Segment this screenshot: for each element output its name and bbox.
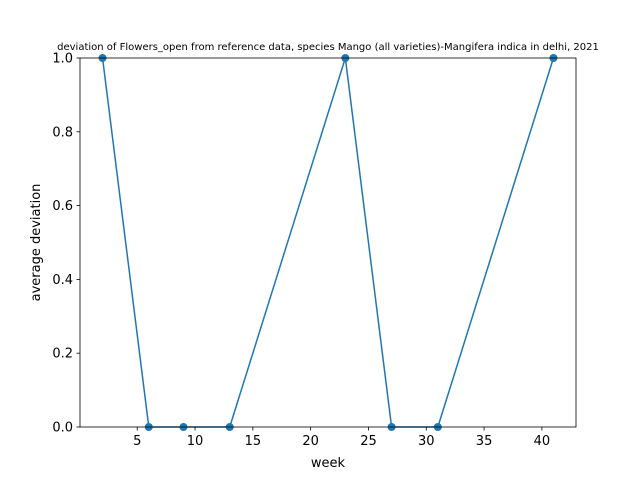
x-tick-label: 10 <box>187 434 204 449</box>
y-tick-label: 0.8 <box>52 125 73 140</box>
x-tick-label: 25 <box>360 434 377 449</box>
y-tick-label: 0.6 <box>52 199 73 214</box>
y-tick-label: 0.2 <box>52 347 73 362</box>
x-tick-label: 20 <box>302 434 319 449</box>
plot-area <box>80 58 576 427</box>
y-tick-label: 1.0 <box>52 52 73 67</box>
axes: 5 10 15 20 25 30 35 40 0.0 0.2 0.4 0.6 0.8 1.0 <box>52 52 577 449</box>
x-tick-label: 5 <box>133 434 141 449</box>
chart-title: deviation of Flowers_open from reference… <box>57 42 599 53</box>
x-axis-label: week <box>311 456 346 471</box>
y-tick-label: 0.0 <box>52 421 73 436</box>
y-tick-label: 0.4 <box>52 273 73 288</box>
x-tick-label: 30 <box>418 434 435 449</box>
x-tick-label: 35 <box>476 434 493 449</box>
plot-background <box>80 58 576 427</box>
x-tick-label: 15 <box>245 434 262 449</box>
axes-frame <box>79 57 577 428</box>
x-tick-label: 40 <box>534 434 551 449</box>
y-axis-label: average deviation <box>29 184 44 302</box>
